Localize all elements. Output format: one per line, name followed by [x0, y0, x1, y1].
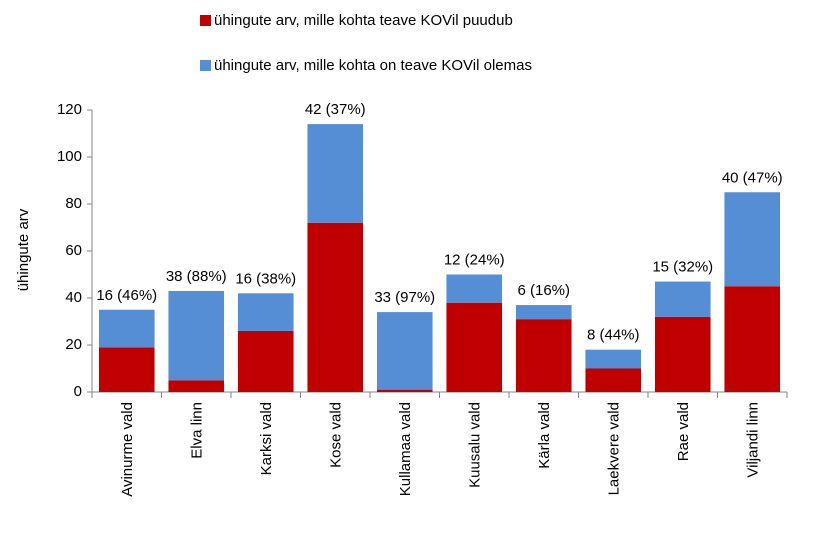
data-label: 40 (47%) [722, 169, 783, 186]
x-tick-label: Kose vald [327, 402, 344, 468]
y-tick-label: 40 [65, 289, 82, 306]
bar-segment [376, 389, 433, 392]
legend-swatch [200, 60, 211, 71]
x-tick-label: Kuusalu vald [466, 402, 483, 488]
y-tick-label: 80 [65, 195, 82, 212]
x-tick-label: Kullamaa vald [397, 402, 414, 496]
data-label: 12 (24%) [444, 252, 505, 269]
bar-segment [515, 319, 572, 392]
bar-segment [168, 380, 225, 392]
y-tick-label: 20 [65, 336, 82, 353]
bar-segment [654, 281, 711, 317]
legend-label: ühingute arv, mille kohta on teave KOVil… [214, 57, 532, 74]
bar-segment [307, 222, 364, 392]
legend-swatch [200, 15, 211, 26]
data-label: 15 (32%) [652, 259, 713, 276]
bar-segment [724, 286, 781, 392]
y-tick-label: 60 [65, 242, 82, 259]
y-tick-label: 120 [57, 101, 82, 118]
x-tick-label: Kärla vald [536, 402, 553, 469]
data-label: 6 (16%) [517, 282, 570, 299]
bar-segment [168, 290, 225, 381]
bar-segment [585, 349, 642, 369]
bar-segment [307, 124, 364, 223]
bar-segment [376, 312, 433, 390]
x-tick-label: Rae vald [675, 402, 692, 461]
data-label: 16 (38%) [235, 270, 296, 287]
data-label: 38 (88%) [166, 268, 227, 285]
bar-segment [98, 347, 155, 392]
bar-segment [585, 368, 642, 392]
bar-segment [237, 330, 294, 392]
y-tick-label: 100 [57, 148, 82, 165]
legend-label: ühingute arv, mille kohta teave KOVil pu… [214, 12, 513, 29]
x-tick-label: Elva linn [188, 402, 205, 459]
bar-segment [724, 192, 781, 287]
x-tick-label: Avinurme vald [119, 402, 136, 497]
data-label: 42 (37%) [305, 101, 366, 118]
y-axis-title: ühingute arv [15, 208, 32, 291]
bar-segment [446, 274, 503, 303]
x-tick-label: Karksi vald [258, 402, 275, 475]
x-tick-label: Laekvere vald [605, 402, 622, 495]
data-label: 33 (97%) [374, 289, 435, 306]
bar-segment [446, 302, 503, 392]
data-label: 8 (44%) [587, 327, 640, 344]
bar-segment [237, 293, 294, 331]
data-label: 16 (46%) [96, 287, 157, 304]
bar-segment [515, 305, 572, 320]
y-tick-label: 0 [74, 383, 82, 400]
bar-segment [98, 309, 155, 348]
bar-segment [654, 316, 711, 392]
x-tick-label: Viljandi linn [744, 402, 761, 478]
